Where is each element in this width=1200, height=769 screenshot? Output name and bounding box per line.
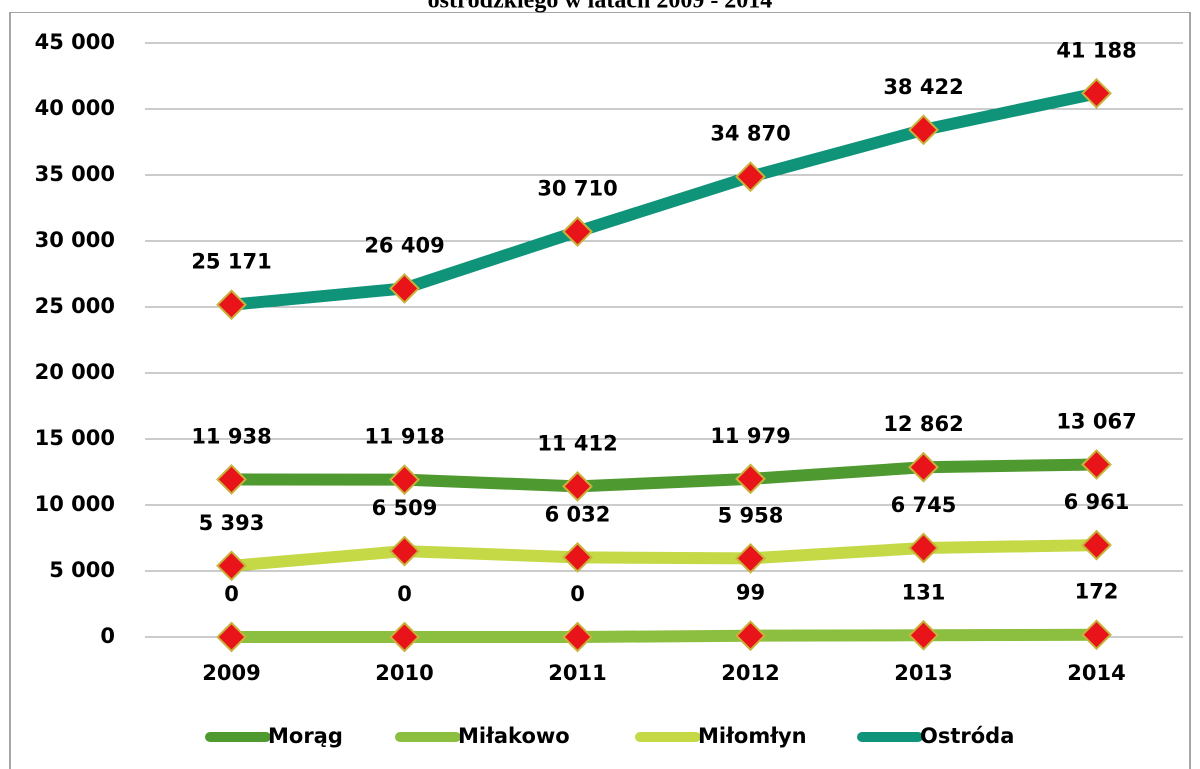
marker: [216, 621, 247, 653]
data-label: 11 918: [364, 425, 444, 449]
top-strip: [0, 0, 1200, 12]
legend-label: Miłomłyn: [698, 724, 807, 748]
marker: [908, 114, 939, 146]
data-label: 5 393: [199, 511, 265, 535]
marker: [389, 272, 420, 304]
x-tick-label: 2009: [202, 661, 260, 685]
y-tick-label: 45 000: [35, 30, 115, 54]
marker: [1081, 77, 1112, 109]
marker: [735, 542, 766, 574]
data-label: 5 958: [718, 503, 784, 527]
x-tick-label: 2012: [721, 661, 779, 685]
data-label: 30 710: [537, 177, 617, 201]
series-line: [231, 458, 1097, 493]
data-label: 34 870: [710, 122, 790, 146]
y-tick-label: 10 000: [35, 492, 115, 516]
marker: [216, 289, 247, 321]
y-tick-label: 30 000: [35, 228, 115, 252]
marker: [562, 470, 593, 502]
x-tick-label: 2014: [1067, 661, 1125, 685]
marker: [735, 463, 766, 495]
data-label: 0: [224, 582, 239, 606]
x-tick-label: 2011: [548, 661, 606, 685]
chart-title: ostródzkiego w latach 2009 - 2014: [428, 0, 773, 14]
legend-label: Miłakowo: [458, 724, 570, 748]
data-label: 172: [1075, 580, 1119, 604]
data-label: 12 862: [883, 412, 963, 436]
data-label: 131: [902, 580, 946, 604]
y-tick-label: 0: [100, 624, 115, 648]
data-label: 25 171: [191, 250, 271, 274]
data-label: 11 938: [191, 424, 271, 448]
data-label: 0: [397, 582, 412, 606]
data-label: 26 409: [364, 233, 444, 257]
marker: [1081, 619, 1112, 651]
data-label: 6 961: [1064, 490, 1130, 514]
marker: [1081, 529, 1112, 561]
marker: [1081, 449, 1112, 480]
series-line: [231, 628, 1097, 643]
y-tick-label: 25 000: [35, 294, 115, 318]
marker: [216, 464, 247, 495]
data-label: 0: [570, 582, 585, 606]
marker: [389, 464, 420, 496]
data-label: 6 745: [891, 493, 957, 517]
marker: [562, 216, 593, 248]
y-tick-label: 15 000: [35, 426, 115, 450]
data-label: 38 422: [883, 75, 963, 99]
marker: [735, 161, 766, 193]
y-tick-label: 20 000: [35, 360, 115, 384]
x-tick-label: 2010: [375, 661, 433, 685]
data-label: 11 979: [710, 424, 790, 448]
marker: [562, 541, 593, 573]
marker: [389, 535, 420, 567]
x-tick-label: 2013: [894, 661, 952, 685]
data-label: 99: [736, 581, 765, 605]
chart-frame: [9, 11, 1191, 769]
data-label: 6 509: [372, 496, 438, 520]
series-line: [230, 87, 1098, 311]
legend-label: Ostróda: [920, 724, 1014, 748]
y-tick-label: 35 000: [35, 162, 115, 186]
marker: [389, 621, 420, 653]
marker: [216, 550, 247, 582]
y-tick-label: 5 000: [49, 558, 115, 582]
data-label: 13 067: [1056, 410, 1136, 434]
marker: [908, 451, 939, 483]
data-label: 41 188: [1056, 38, 1136, 62]
marker: [908, 532, 939, 564]
marker: [562, 621, 593, 653]
marker: [735, 620, 766, 652]
data-label: 6 032: [545, 502, 611, 526]
y-tick-label: 40 000: [35, 96, 115, 120]
marker: [908, 619, 939, 651]
legend-label: Morąg: [268, 724, 343, 748]
series-line: [230, 539, 1097, 572]
data-label: 11 412: [537, 431, 617, 455]
